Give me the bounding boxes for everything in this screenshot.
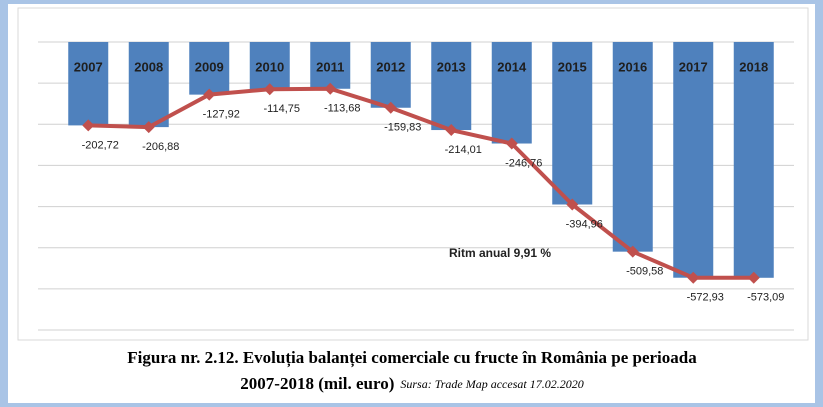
x-tick-label: 2017: [679, 59, 708, 74]
caption-source: Sursa: Trade Map accesat 17.02.2020: [400, 377, 583, 391]
caption-line2: 2007-2018 (mil. euro) Sursa: Trade Map ac…: [240, 374, 583, 393]
x-tick-label: 2018: [739, 59, 768, 74]
marker: [687, 271, 700, 284]
x-tick-label: 2011: [316, 59, 344, 74]
bar: [552, 42, 593, 205]
bar: [68, 42, 109, 126]
annotation: Ritm anual 9,91 %: [449, 246, 551, 260]
x-tick-label: 2010: [255, 59, 284, 74]
x-tick-label: 2009: [195, 59, 224, 74]
data-label: -202,72: [82, 139, 119, 151]
marker: [203, 88, 216, 101]
marker: [263, 83, 276, 96]
bar: [249, 42, 290, 90]
bar: [612, 42, 653, 252]
bar: [733, 42, 774, 278]
plot: 2007 2008 2009 2010 2011 2012 2013 2014 2015 2016…: [38, 41, 794, 331]
caption-years: 2007-2018 (mil. euro): [240, 374, 394, 393]
x-tick-label: 2013: [437, 59, 466, 74]
marker: [142, 121, 155, 134]
marker: [566, 198, 579, 211]
marker: [505, 137, 518, 150]
caption-line1: Figura nr. 2.12. Evoluția balanței comer…: [127, 348, 697, 368]
data-label: -113,68: [324, 103, 361, 115]
bar: [189, 42, 230, 95]
x-tick-label: 2008: [134, 59, 163, 74]
data-label: -509,58: [626, 266, 663, 278]
x-tick-label: 2007: [74, 59, 103, 74]
data-label: -114,75: [264, 103, 301, 115]
marker: [445, 124, 458, 137]
x-tick-label: 2012: [376, 59, 405, 74]
marker: [626, 245, 639, 258]
marker: [747, 271, 760, 284]
marker: [384, 101, 397, 114]
data-label: -572,93: [687, 292, 724, 304]
data-label: -206,88: [142, 141, 179, 153]
line: [88, 86, 754, 280]
marker: [324, 82, 337, 95]
bar: [128, 42, 169, 128]
x-tick-label: 2016: [618, 59, 647, 74]
data-label: -214,01: [445, 144, 482, 156]
x-tick-label: 2014: [497, 59, 527, 74]
bar: [431, 42, 472, 131]
bar: [370, 42, 411, 108]
data-label: -394,96: [566, 218, 603, 230]
data-label: -159,83: [384, 122, 421, 134]
marker: [82, 119, 95, 132]
data-label: -127,92: [203, 109, 240, 121]
x-tick-label: 2015: [558, 59, 587, 74]
data-label: -246,76: [505, 157, 542, 169]
bar: [310, 42, 351, 89]
bar: [673, 42, 714, 278]
data-label: -573,09: [747, 292, 784, 304]
bar: [491, 42, 532, 144]
